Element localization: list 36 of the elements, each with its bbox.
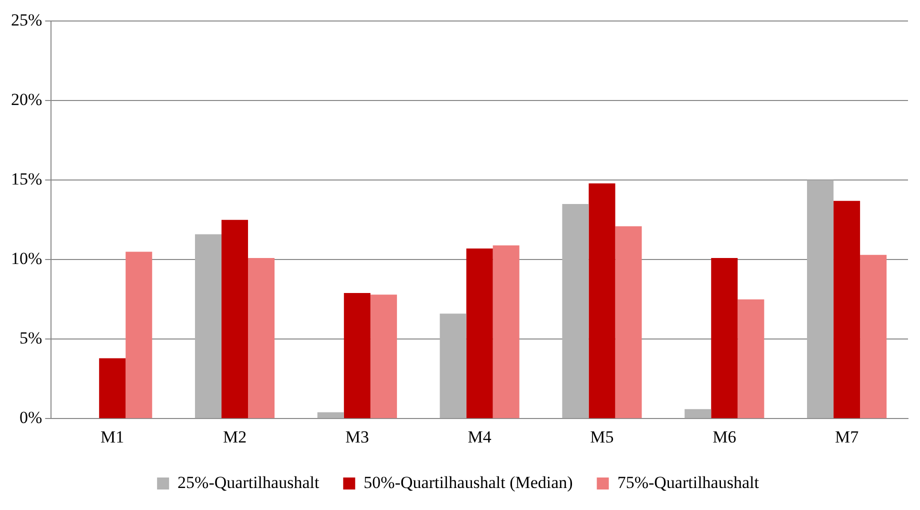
bar	[466, 248, 493, 418]
bar	[588, 183, 616, 418]
bar	[317, 412, 344, 418]
bar	[126, 252, 152, 418]
x-tick-label: M7	[834, 427, 860, 446]
bar	[344, 293, 370, 418]
bar	[834, 200, 860, 418]
x-tick-label: M1	[100, 427, 124, 446]
y-tick-label: 0%	[19, 408, 42, 428]
y-tick-label: 20%	[10, 90, 42, 110]
bar	[615, 226, 642, 418]
bar	[562, 204, 589, 418]
legend-label: 50%-Quartilhaushalt (Median)	[364, 472, 573, 492]
bar	[684, 409, 712, 418]
bar	[807, 180, 834, 418]
bar	[440, 314, 466, 418]
bar	[711, 258, 738, 418]
bar	[860, 254, 887, 418]
x-tick-label: M4	[468, 427, 492, 446]
x-tick-label: M6	[712, 427, 736, 446]
y-tick-label: 5%	[19, 328, 42, 348]
x-tick-label: M2	[222, 427, 247, 446]
legend-label: 25%-Quartilhaushalt	[178, 472, 320, 492]
y-tick-label: 25%	[10, 10, 42, 30]
bar	[492, 245, 520, 418]
bar	[99, 358, 126, 418]
bar	[194, 234, 222, 418]
x-tick-label: M3	[345, 427, 369, 446]
y-tick-label: 15%	[10, 170, 42, 189]
bar	[222, 220, 248, 418]
bar	[248, 258, 275, 418]
bar	[370, 294, 397, 418]
x-tick-label: M5	[590, 427, 614, 446]
bar	[738, 299, 764, 418]
y-tick-label: 10%	[10, 249, 42, 268]
legend-label: 75%-Quartilhaushalt	[617, 472, 760, 492]
